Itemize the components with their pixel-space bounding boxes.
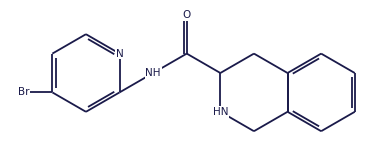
Text: O: O bbox=[183, 10, 191, 20]
Text: N: N bbox=[116, 49, 124, 59]
Text: HN: HN bbox=[212, 107, 228, 117]
Text: NH: NH bbox=[146, 68, 161, 78]
Text: Br: Br bbox=[17, 87, 29, 97]
